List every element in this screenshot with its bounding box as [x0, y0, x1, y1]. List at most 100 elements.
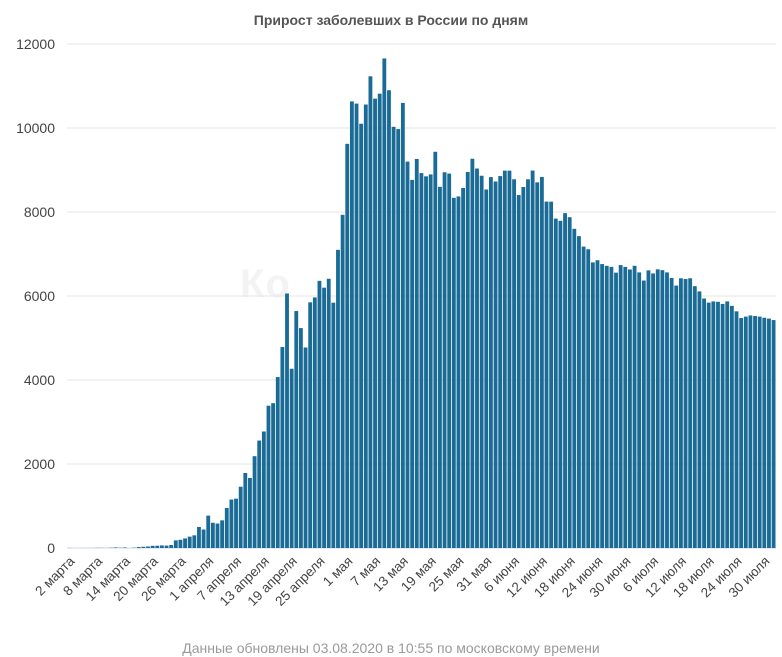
bar[interactable]	[299, 328, 303, 548]
bar[interactable]	[767, 318, 771, 548]
bar[interactable]	[516, 195, 521, 548]
bar[interactable]	[442, 172, 447, 548]
bar[interactable]	[271, 403, 276, 548]
bar[interactable]	[326, 278, 331, 548]
bar[interactable]	[285, 293, 289, 548]
bar[interactable]	[396, 129, 401, 548]
bar[interactable]	[521, 187, 526, 548]
bar[interactable]	[345, 143, 350, 548]
bar[interactable]	[252, 456, 257, 548]
bar[interactable]	[173, 540, 178, 548]
bar[interactable]	[646, 270, 651, 548]
bar[interactable]	[187, 536, 192, 548]
bar[interactable]	[498, 176, 503, 548]
bar[interactable]	[600, 264, 605, 548]
bar[interactable]	[762, 317, 767, 548]
bar[interactable]	[748, 315, 753, 548]
bar[interactable]	[465, 172, 470, 548]
bar[interactable]	[637, 272, 642, 548]
bar[interactable]	[197, 527, 201, 548]
bar[interactable]	[336, 249, 340, 548]
bar[interactable]	[317, 280, 322, 548]
bar[interactable]	[539, 176, 544, 548]
bar[interactable]	[734, 311, 739, 548]
bar[interactable]	[674, 285, 679, 548]
bar[interactable]	[201, 529, 206, 548]
bar[interactable]	[507, 170, 512, 549]
bar[interactable]	[354, 103, 359, 548]
bar[interactable]	[257, 440, 262, 548]
bar[interactable]	[331, 302, 336, 548]
bar[interactable]	[122, 547, 127, 548]
bar[interactable]	[220, 520, 225, 548]
bar[interactable]	[618, 265, 623, 548]
bar[interactable]	[414, 158, 419, 548]
bar[interactable]	[512, 179, 516, 548]
bar[interactable]	[373, 98, 377, 548]
bar[interactable]	[400, 102, 405, 548]
bar[interactable]	[405, 161, 410, 548]
bar[interactable]	[294, 311, 299, 548]
bar[interactable]	[303, 347, 308, 548]
bar[interactable]	[359, 123, 364, 548]
bar[interactable]	[628, 269, 632, 548]
bar[interactable]	[530, 170, 535, 549]
bar[interactable]	[488, 177, 493, 548]
bar[interactable]	[558, 220, 563, 548]
bar[interactable]	[475, 168, 479, 548]
bar[interactable]	[526, 179, 530, 548]
bar[interactable]	[678, 278, 683, 548]
bar[interactable]	[595, 260, 600, 548]
bar[interactable]	[692, 286, 697, 548]
bar[interactable]	[169, 545, 174, 548]
bar[interactable]	[238, 486, 243, 548]
bar[interactable]	[183, 538, 187, 548]
bar[interactable]	[308, 302, 313, 548]
bar[interactable]	[159, 545, 164, 548]
bar[interactable]	[655, 269, 660, 548]
bar[interactable]	[340, 214, 345, 548]
bar[interactable]	[451, 197, 456, 549]
bar[interactable]	[349, 101, 354, 548]
bar[interactable]	[289, 368, 294, 548]
bar[interactable]	[150, 545, 155, 548]
bar[interactable]	[428, 174, 433, 548]
bar[interactable]	[753, 316, 757, 548]
bar[interactable]	[720, 303, 725, 548]
bar[interactable]	[623, 266, 628, 548]
bar[interactable]	[660, 270, 665, 548]
bar[interactable]	[632, 265, 637, 548]
bar[interactable]	[706, 302, 711, 548]
bar[interactable]	[743, 316, 748, 548]
bar[interactable]	[484, 189, 489, 549]
bar[interactable]	[224, 507, 229, 548]
bar[interactable]	[739, 318, 744, 548]
bar[interactable]	[387, 90, 391, 549]
bar[interactable]	[609, 266, 614, 548]
bar[interactable]	[567, 217, 572, 548]
bar[interactable]	[641, 280, 646, 548]
bar[interactable]	[535, 182, 540, 548]
bar[interactable]	[164, 545, 169, 548]
bar[interactable]	[479, 175, 484, 548]
bar[interactable]	[312, 297, 317, 548]
bar[interactable]	[248, 477, 252, 548]
bar[interactable]	[771, 320, 776, 548]
bar[interactable]	[234, 498, 238, 548]
bar[interactable]	[604, 265, 609, 548]
bar[interactable]	[683, 278, 688, 548]
bar[interactable]	[581, 246, 586, 549]
bar[interactable]	[572, 228, 577, 549]
bar[interactable]	[716, 301, 720, 548]
bar[interactable]	[447, 173, 452, 548]
bar[interactable]	[577, 236, 581, 548]
bar[interactable]	[368, 76, 373, 549]
bar[interactable]	[266, 405, 271, 548]
bar[interactable]	[178, 539, 183, 548]
bar[interactable]	[280, 347, 285, 548]
bar[interactable]	[502, 170, 507, 548]
bar[interactable]	[146, 546, 150, 548]
bar[interactable]	[363, 104, 368, 549]
bar[interactable]	[586, 249, 591, 548]
bar[interactable]	[206, 515, 211, 548]
